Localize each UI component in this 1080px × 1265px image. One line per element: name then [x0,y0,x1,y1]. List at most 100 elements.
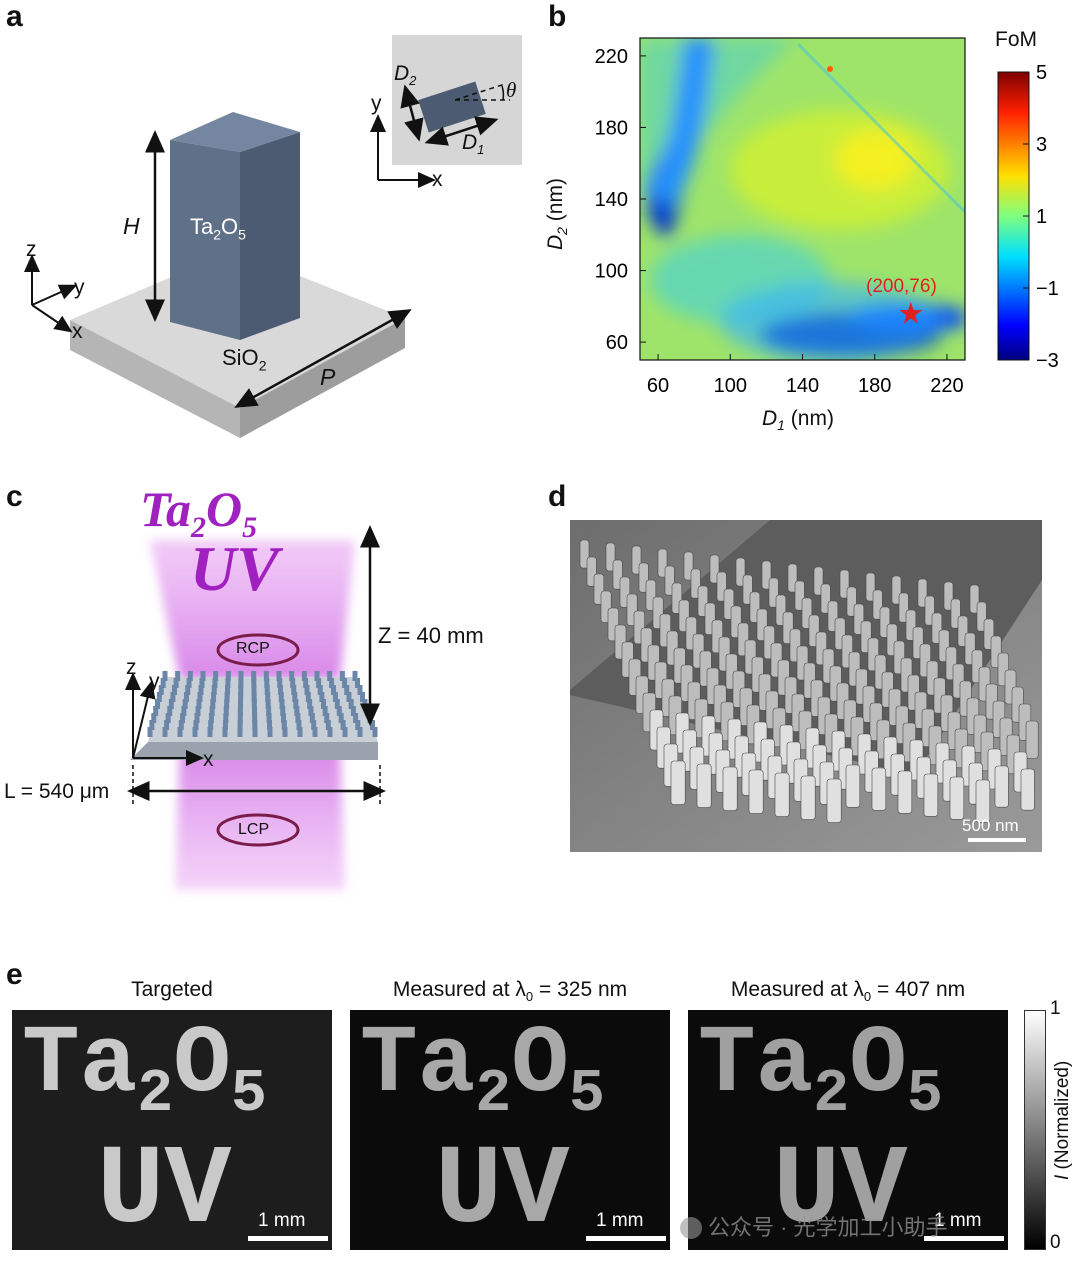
wechat-icon [680,1217,702,1239]
metasurface-pillar [181,706,187,716]
inset-d1-arrow [424,116,499,146]
trough-bottom-edge [720,282,940,360]
metasurface-pillar [304,685,310,695]
hologram-title-formula: Ta2O5 [140,481,258,544]
e-image-325: Ta2O5 UV 1 mm [350,1010,670,1250]
e-image-text-uv: UV [435,1128,570,1250]
period-arrow [234,309,412,408]
metasurface-pillar [308,706,314,716]
metasurface-pillar [336,706,342,716]
metasurface-pillar [266,713,272,723]
metasurface-pillar [192,727,198,737]
x-tick-label: 220 [930,375,963,397]
metasurface-pillar [297,727,303,737]
metasurface-pillar [344,685,350,695]
metasurface-pillar [222,720,228,730]
y-tick-label: 140 [595,189,628,211]
metasurface-pillar [212,678,218,688]
metasurface-pillar [237,727,243,737]
rcp-arrow [216,633,300,667]
metasurface-pillar [295,713,301,723]
pillar-front [170,140,240,340]
metasurface-pillar [327,671,333,681]
metasurface-pillar [346,692,352,702]
metasurface-pillar [213,671,219,681]
beam-upper [150,540,355,680]
metasurface-pillar [237,706,243,716]
metasurface-pillar [177,727,183,737]
metasurface-pillar [252,706,257,716]
metasurface-pillar [167,706,173,716]
rcp-label: RCP [236,640,270,657]
metasurface-pillar [322,706,328,716]
metasurface-pillar [164,720,170,730]
hologram-title-uv: UV [190,533,279,604]
metasurface-pillar [332,692,338,702]
colorbar-title: FoM [995,28,1037,51]
sem-pillar [1020,768,1035,811]
material-label: Ta2O5 [190,214,246,243]
substrate-label: SiO2 [222,345,267,374]
metasurface-pillar [210,699,216,709]
metasurface-pillar [303,678,309,688]
sem-pillar [1025,720,1039,759]
e-scale-bar [248,1236,328,1241]
metasurface-pillar [342,678,348,688]
c-axis-z-label: z [126,656,137,679]
e-title-407: Measured at λ0 = 407 nm [730,978,966,1005]
metasurface-pillar [165,713,171,723]
trough-left-edge [646,38,715,208]
sem-pillar [949,776,965,820]
sem-pillar [800,775,816,820]
axis-x-label: x [72,320,83,343]
inset-axis-y-label: y [371,92,382,115]
metasurface-pillar [291,685,297,695]
e-image-text-uv: UV [97,1128,232,1250]
lcp-label: LCP [238,821,270,838]
metasurface-pillar [309,713,315,723]
y-tick-label: 180 [595,117,628,139]
metasurface-pillar [237,713,243,723]
metasurface-pillar [195,706,201,716]
metasurface-pillar [196,699,202,709]
axis-y-label: y [74,276,85,299]
metasurface-pillar [211,685,217,695]
hotspot [827,66,833,72]
metasurface-pillar [293,699,299,709]
metasurface-pillar [207,727,213,737]
peak-region [835,130,915,190]
c-axis-y-label: y [149,670,160,693]
sem-pillar [845,764,861,808]
e-title-325: Measured at λ0 = 325 nm [392,978,628,1005]
panel-b: 60 100 140 180 220 60 100 140 180 220 ★ 5 3 1 −1 −3 (… [540,0,1080,470]
metasurface-pillar [211,692,217,702]
metasurface-pillar [305,692,311,702]
panel-label-a: a [6,0,23,33]
sem-image: 500 nm [570,520,1042,852]
metasurface-pillar [276,671,282,681]
metasurface-pillar [153,706,159,716]
metasurface-pillar [225,671,231,681]
metasurface-pillar [209,706,215,716]
sem-pillar [774,772,790,817]
optimum-annotation: (200,76) [866,276,937,297]
metasurface-pillar [289,671,295,681]
metasurface-pillar [296,720,302,730]
metasurface-pillar [350,706,356,716]
metasurface-pillar [224,692,230,702]
y-tick-label: 220 [595,46,628,68]
metasurface-pillar [187,671,193,681]
e-image-text-uv: UV [773,1128,908,1250]
metasurface-pillar [357,727,363,737]
metasurface-pillar [372,727,378,737]
metasurface-pillar [290,678,296,688]
metasurface-pillar [170,692,176,702]
metasurface-pillar [197,692,203,702]
c-axis-x-label: x [203,748,214,771]
metasurface-pillar [225,685,230,695]
metasurface-pillar [311,720,317,730]
inset-d2-label: D2 [394,62,417,89]
metasurface-pillar [162,671,168,681]
panel-label-e: e [6,958,23,991]
metasurface-pillar [307,699,313,709]
